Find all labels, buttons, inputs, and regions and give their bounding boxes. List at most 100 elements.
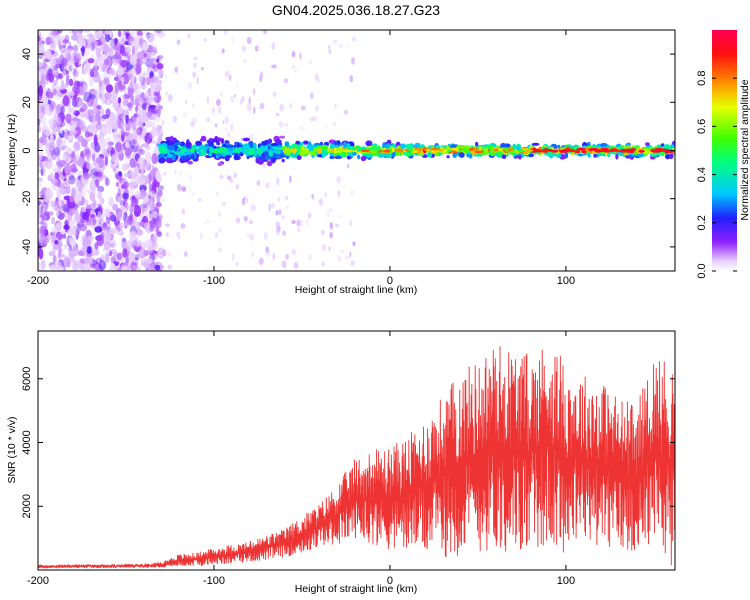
noise-blob xyxy=(138,221,145,226)
faint-dot xyxy=(183,111,187,118)
noise-blob xyxy=(108,196,114,207)
faint-dot xyxy=(328,49,332,55)
noise-blob xyxy=(85,204,91,209)
faint-dot xyxy=(174,66,178,73)
noise-blob xyxy=(133,242,142,247)
faint-dot xyxy=(174,169,177,175)
noise-blob xyxy=(148,220,155,226)
noise-blob xyxy=(123,98,127,108)
signal-blob xyxy=(198,151,202,155)
faint-dot xyxy=(243,196,247,200)
noise-blob xyxy=(146,33,152,42)
noise-blob xyxy=(137,148,146,155)
faint-dot xyxy=(349,251,352,258)
signal-blob xyxy=(668,153,674,159)
signal-blob xyxy=(317,154,323,158)
faint-dot xyxy=(172,115,178,123)
noise-blob xyxy=(70,60,75,71)
noise-blob xyxy=(121,115,126,120)
noise-blob xyxy=(38,138,47,143)
faint-dot xyxy=(352,241,357,246)
noise-blob xyxy=(62,39,69,44)
noise-blob xyxy=(72,69,79,78)
noise-blob xyxy=(38,139,43,150)
noise-blob xyxy=(48,251,56,257)
faint-dot xyxy=(329,222,333,230)
signal-core xyxy=(550,149,559,153)
faint-dot xyxy=(350,260,355,267)
noise-blob xyxy=(59,127,63,134)
snr-y-tick-label: 2000 xyxy=(21,494,33,518)
noise-blob xyxy=(149,190,156,201)
noise-blob xyxy=(38,105,43,114)
noise-blob xyxy=(38,136,45,144)
noise-blob xyxy=(76,52,82,60)
noise-blob xyxy=(50,133,54,145)
noise-blob xyxy=(76,214,81,222)
noise-blob xyxy=(46,37,53,44)
noise-blob xyxy=(126,240,132,252)
noise-blob xyxy=(90,162,95,171)
noise-blob xyxy=(151,165,155,174)
faint-dot xyxy=(321,244,326,251)
noise-blob xyxy=(130,99,138,106)
noise-blob xyxy=(150,76,158,84)
noise-blob xyxy=(58,182,67,194)
faint-dot xyxy=(190,121,195,128)
signal-blob xyxy=(255,158,259,163)
faint-dot xyxy=(291,64,296,69)
noise-blob xyxy=(81,247,87,254)
noise-blob xyxy=(82,65,89,75)
faint-dot xyxy=(282,230,286,236)
noise-blob xyxy=(132,220,136,232)
noise-blob xyxy=(148,62,154,69)
noise-blob xyxy=(41,54,46,61)
noise-blob xyxy=(131,198,139,208)
signal-blob xyxy=(518,154,522,160)
signal-blob xyxy=(158,146,165,153)
faint-dot xyxy=(193,62,197,68)
faint-dot xyxy=(167,264,173,270)
faint-dot xyxy=(241,96,245,102)
noise-blob xyxy=(90,42,95,52)
faint-dot xyxy=(291,220,296,224)
snr-x-tick-label: -200 xyxy=(27,575,49,587)
faint-dot xyxy=(166,231,169,237)
spectrogram-x-tick-label: 100 xyxy=(557,275,575,287)
faint-dot xyxy=(240,137,244,141)
snr-x-tick-label: 100 xyxy=(557,575,575,587)
faint-dot xyxy=(200,230,203,238)
spectrogram-y-tick-label: -40 xyxy=(21,239,33,255)
noise-blob xyxy=(101,30,105,34)
noise-blob xyxy=(88,93,96,100)
faint-dot xyxy=(231,253,235,261)
signal-blob xyxy=(512,143,517,150)
faint-dot xyxy=(167,94,173,102)
noise-blob xyxy=(96,121,102,130)
noise-blob xyxy=(131,120,136,128)
faint-dot xyxy=(291,249,296,256)
signal-core xyxy=(614,149,621,153)
noise-blob xyxy=(93,263,99,271)
signal-blob xyxy=(185,141,192,148)
noise-blob xyxy=(135,134,144,144)
faint-dot xyxy=(224,127,228,132)
noise-blob xyxy=(118,171,122,177)
faint-dot xyxy=(259,74,263,83)
faint-dot xyxy=(318,198,324,206)
noise-blob xyxy=(60,105,65,115)
noise-blob xyxy=(131,30,135,37)
noise-blob xyxy=(73,110,80,116)
noise-blob xyxy=(99,137,106,148)
faint-dot xyxy=(206,219,210,224)
signal-blob xyxy=(203,147,208,152)
noise-blob xyxy=(145,76,152,86)
faint-dot xyxy=(250,233,254,242)
signal-blob xyxy=(264,144,269,151)
faint-dot xyxy=(321,229,325,236)
noise-blob xyxy=(65,113,72,124)
colorbar-tick-label: 0.2 xyxy=(696,215,708,230)
faint-dot xyxy=(250,204,253,212)
faint-dot xyxy=(216,99,221,106)
noise-blob xyxy=(96,234,104,247)
